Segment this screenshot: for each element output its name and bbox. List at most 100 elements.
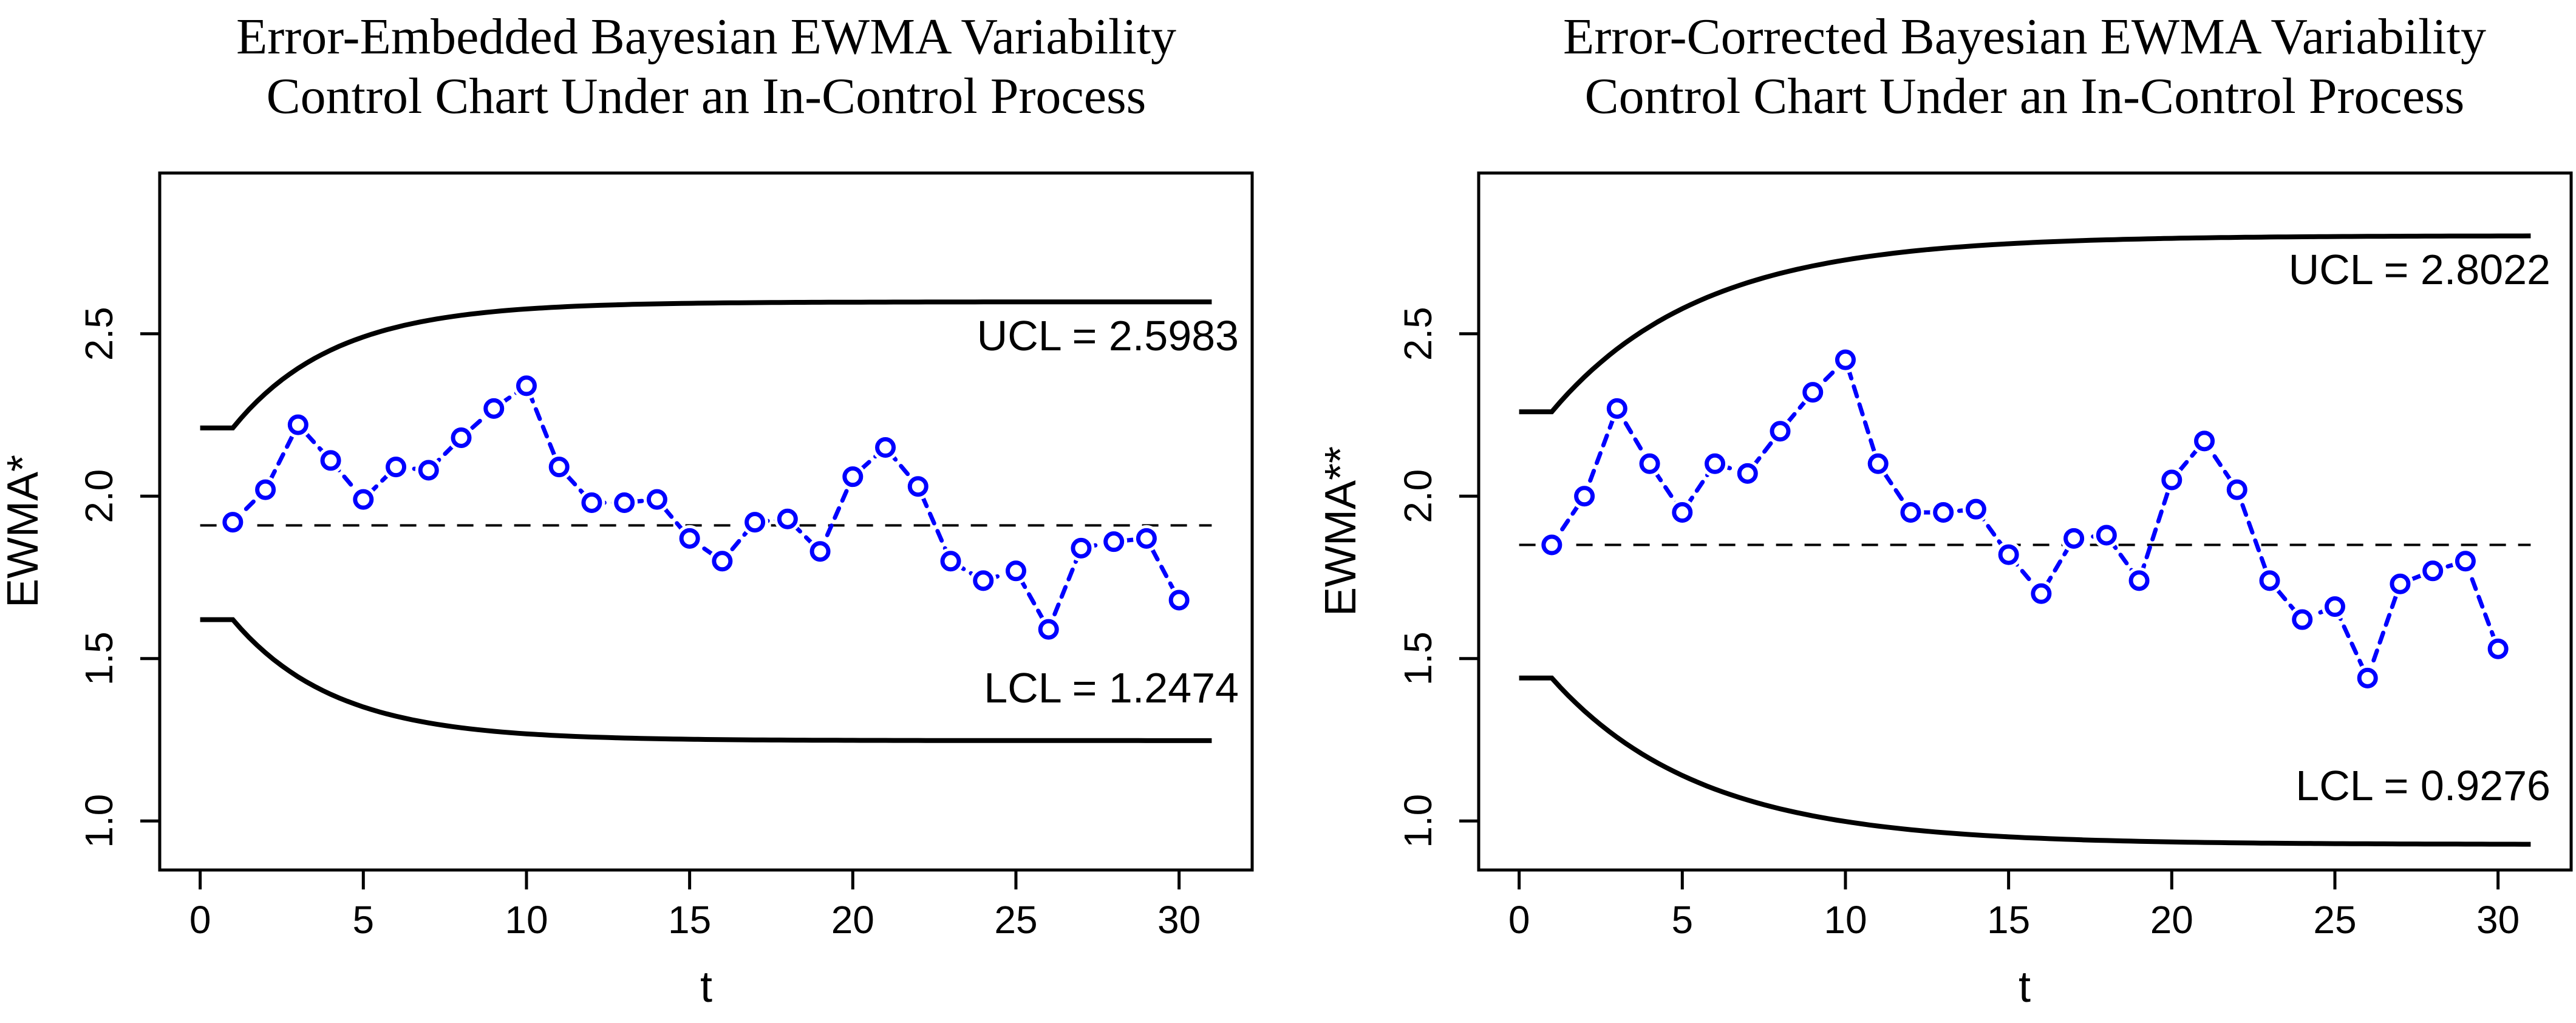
data-point-marker (1136, 528, 1157, 549)
data-point-marker (2096, 525, 2117, 546)
data-point-marker (1103, 531, 1125, 552)
right-lcl-annotation: LCL = 0.9276 (2295, 762, 2550, 809)
data-point-marker (745, 512, 766, 533)
data-point-marker (2259, 570, 2280, 591)
data-point-marker (646, 489, 667, 510)
data-point-marker (1038, 619, 1059, 640)
right-plot-area: 1.0 1.5 2.0 2.5 0 5 10 15 20 25 30 (1396, 171, 2573, 942)
y-axis-tick-label: 1.0 (77, 794, 121, 848)
x-axis-tick-label: 30 (2476, 898, 2520, 942)
left-plot-area: 1.0 1.5 2.0 2.5 0 5 10 15 20 25 30 (77, 171, 1254, 942)
data-point-marker (1900, 502, 1921, 523)
y-axis-tick-label: 1.5 (77, 631, 121, 685)
right-y-axis-title: EWMA** (1317, 446, 1365, 616)
data-point-marker (2487, 638, 2509, 659)
data-point-marker (1998, 544, 2019, 565)
data-point-marker (1005, 560, 1026, 582)
right-chart-panel: Error-Corrected Bayesian EWMA Variabilit… (1317, 8, 2573, 1011)
data-point-marker (222, 512, 244, 533)
x-axis-tick-label: 5 (1672, 898, 1694, 942)
x-axis-tick-label: 20 (831, 898, 874, 942)
data-point-marker (1867, 453, 1889, 474)
data-point-marker (2063, 528, 2085, 549)
x-axis-tick-label: 10 (505, 898, 548, 942)
data-point-marker (548, 457, 570, 478)
data-point-marker (777, 508, 798, 529)
left-ucl-annotation: UCL = 2.5983 (977, 312, 1239, 359)
x-axis-tick-label: 15 (668, 898, 711, 942)
data-point-marker (1835, 349, 1856, 370)
data-point-marker (1168, 590, 1190, 611)
data-point-marker (2390, 573, 2411, 594)
y-axis-tick-label: 1.0 (1396, 794, 1440, 848)
x-axis-tick-label: 0 (189, 898, 211, 942)
x-axis-tick-label: 10 (1824, 898, 1867, 942)
data-point-marker (907, 476, 929, 497)
data-point-marker (1705, 453, 1726, 474)
data-point-marker (1541, 534, 1562, 556)
data-point-marker (1933, 502, 1954, 523)
left-chart-panel: Error-Embedded Bayesian EWMA Variability… (0, 8, 1254, 1011)
data-point-marker (2422, 560, 2444, 582)
plot-box (1477, 171, 2573, 872)
data-point-marker (2324, 596, 2345, 617)
y-axis-tick-label: 2.5 (77, 307, 121, 361)
data-point-marker (1606, 398, 1627, 419)
data-point-marker (842, 466, 864, 488)
data-point-marker (320, 450, 341, 471)
data-point-marker (255, 479, 276, 500)
data-point-marker (1770, 421, 1791, 442)
data-point-marker (1737, 463, 1758, 484)
x-axis-tick-label: 30 (1157, 898, 1201, 942)
data-point-marker (875, 437, 896, 458)
y-axis-tick-label: 2.0 (1396, 469, 1440, 523)
data-point-marker (2226, 479, 2247, 500)
right-chart-title-line-1: Error-Corrected Bayesian EWMA Variabilit… (1563, 8, 2486, 65)
left-chart-title-line-1: Error-Embedded Bayesian EWMA Variability (236, 8, 1176, 65)
data-point-marker (1574, 486, 1595, 507)
data-point-marker (679, 528, 700, 549)
data-point-marker (353, 489, 374, 510)
data-point-marker (2194, 430, 2215, 452)
data-point-marker (614, 492, 635, 513)
ucl-curve (200, 299, 1212, 430)
data-point-marker (581, 492, 602, 513)
data-point-marker (2031, 583, 2052, 604)
data-point-marker (483, 398, 505, 419)
data-point-marker (940, 551, 961, 572)
data-point-marker (2161, 469, 2182, 491)
data-point-marker (2455, 551, 2476, 572)
y-axis-tick-label: 2.0 (77, 469, 121, 523)
right-x-axis-title: t (2019, 963, 2031, 1011)
left-y-axis-title: EWMA* (0, 455, 47, 608)
data-point-marker (1071, 537, 1092, 559)
ucl-curve (1519, 233, 2531, 415)
ewma-series-line (230, 382, 1182, 634)
lcl-curve (200, 617, 1212, 743)
data-point-marker (973, 570, 994, 591)
data-point-marker (386, 457, 407, 478)
right-ucl-annotation: UCL = 2.8022 (2289, 246, 2550, 293)
data-point-marker (2292, 609, 2313, 630)
data-point-marker (516, 375, 537, 396)
data-point-marker (418, 460, 439, 481)
x-axis-tick-label: 25 (994, 898, 1037, 942)
data-point-marker (712, 551, 733, 572)
x-axis-tick-label: 5 (353, 898, 375, 942)
data-point-marker (2128, 570, 2150, 591)
data-point-marker (287, 414, 308, 435)
data-point-marker (2357, 667, 2378, 688)
left-chart-title-line-2: Control Chart Under an In-Control Proces… (267, 68, 1147, 124)
x-axis-tick-label: 25 (2313, 898, 2356, 942)
data-point-marker (1965, 498, 1986, 520)
x-axis-tick-label: 20 (2150, 898, 2193, 942)
y-axis-tick-label: 1.5 (1396, 631, 1440, 685)
plot-box (158, 171, 1254, 872)
data-point-marker (809, 541, 831, 562)
data-point-marker (451, 427, 472, 448)
data-point-marker (1802, 382, 1824, 403)
lcl-curve (1519, 675, 2531, 847)
data-point-marker (1672, 502, 1693, 523)
